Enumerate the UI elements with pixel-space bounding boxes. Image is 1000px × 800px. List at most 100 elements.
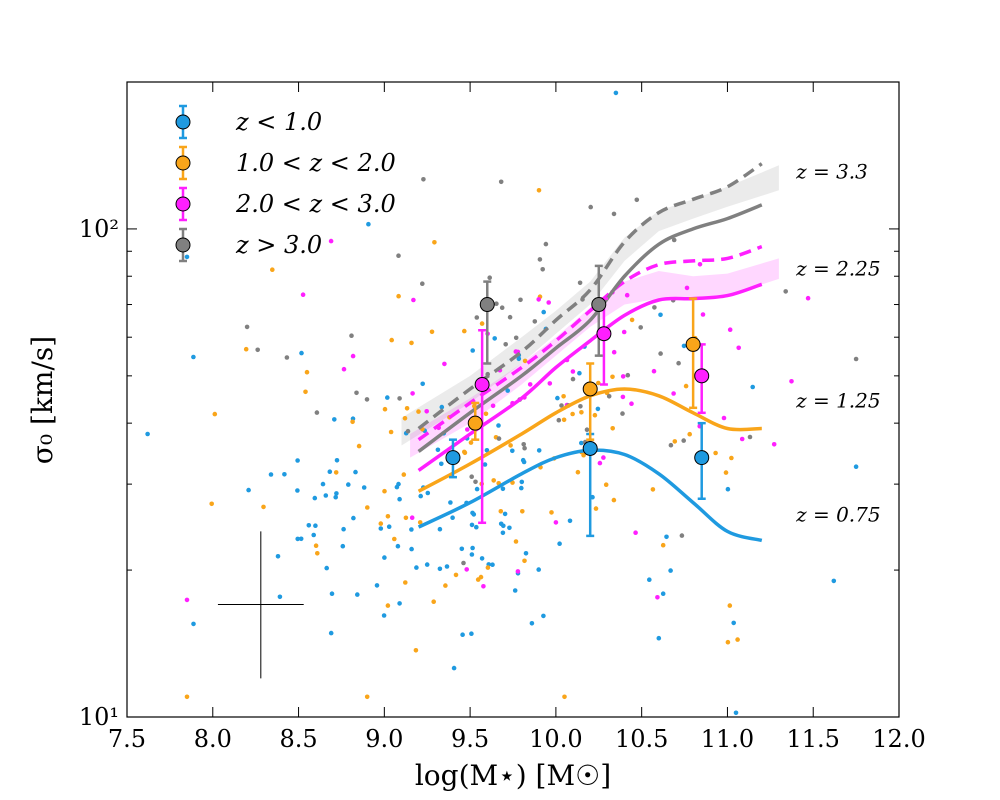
scatter-point [341, 526, 346, 532]
legend-label: 1.0 < z < 2.0 [236, 149, 396, 177]
scatter-point [313, 523, 318, 528]
scatter-point [620, 394, 626, 400]
scatter-point [306, 523, 312, 528]
scatter-point [660, 591, 666, 596]
scatter-point [312, 495, 318, 501]
scatter-point [244, 324, 250, 330]
scatter-point [561, 417, 567, 423]
scatter-point [556, 417, 562, 423]
scatter-point [853, 356, 859, 362]
scatter-point [429, 329, 435, 335]
data-point-series-2 [596, 326, 612, 342]
x-tick-label: 8.0 [194, 725, 232, 753]
scatter-point [409, 527, 414, 532]
shaded-band-0 [410, 258, 779, 458]
x-tick-label: 11.5 [787, 725, 840, 753]
scatter-point [597, 460, 603, 466]
scatter-point [382, 406, 388, 412]
axis-ticks: 7.5 8.0 8.5 9.0 9.5 10.0 10.5 11.0 11.5 12.0 10¹ 10… [79, 81, 926, 753]
scatter-point [439, 404, 445, 410]
scatter-point [295, 488, 300, 493]
scatter-point [462, 328, 467, 334]
scatter-point [442, 361, 447, 367]
scatter-point [736, 345, 741, 351]
x-tick-label: 7.5 [108, 725, 146, 753]
scatter-point [681, 343, 687, 349]
scatter-point [425, 490, 431, 496]
scatter-point [450, 515, 455, 520]
x-tick-label: 12.0 [872, 725, 925, 753]
scatter-point [479, 556, 485, 561]
scatter-point [418, 493, 424, 499]
scatter-point [295, 536, 301, 542]
scatter-point [549, 510, 554, 515]
scatter-point [340, 543, 346, 549]
scatter-point [625, 372, 631, 378]
scatter-point [354, 390, 359, 396]
scatter-point [313, 543, 319, 548]
scatter-point [513, 539, 519, 544]
scatter-point [328, 630, 334, 636]
y-tick-label: 10¹ [79, 703, 119, 731]
scatter-point [314, 410, 320, 415]
scatter-point [502, 511, 508, 517]
scatter-point [546, 300, 551, 305]
data-point-series-0 [445, 450, 461, 466]
scatter-point [831, 578, 837, 584]
scatter-point [727, 327, 733, 333]
scatter-point [365, 505, 370, 510]
scatter-point [366, 221, 371, 227]
scatter-point [284, 355, 290, 360]
scatter-point [356, 443, 362, 449]
scatter-point [603, 482, 609, 488]
scatter-point [521, 442, 526, 447]
scatter-point [537, 257, 543, 262]
scatter-point [629, 317, 635, 323]
scatter-point [725, 486, 731, 492]
scatter-point [473, 479, 478, 485]
scatter-point [516, 356, 522, 362]
scatter-point [334, 491, 339, 496]
scatter-point [261, 504, 266, 510]
scatter-point [410, 391, 415, 396]
scatter-point [409, 515, 415, 520]
scatter-point [382, 555, 387, 560]
scatter-point [439, 461, 444, 467]
scatter-point [540, 267, 545, 272]
scatter-point [405, 428, 411, 434]
scatter-point [578, 404, 583, 409]
x-tick-label: 11.0 [701, 725, 754, 753]
scatter-point [298, 536, 304, 542]
scatter-point [588, 204, 593, 210]
scatter-point [697, 262, 703, 267]
scatter-point [402, 416, 408, 421]
scatter-point [727, 603, 733, 608]
x-tick-label: 9.0 [365, 725, 403, 753]
scatter-point [392, 536, 397, 542]
scatter-point [671, 391, 676, 396]
scatter-point [579, 440, 584, 446]
scatter-point [729, 455, 734, 461]
scatter-point [503, 342, 509, 347]
scatter-point [789, 379, 794, 384]
scatter-point [611, 497, 617, 503]
scatter-point [444, 564, 450, 569]
scatter-point [595, 406, 601, 412]
scatter-point [437, 566, 443, 572]
scatter-point [386, 524, 392, 529]
scatter-point [620, 374, 626, 379]
scatter-point [750, 384, 755, 390]
scatter-point [431, 599, 437, 604]
scatter-point [561, 394, 566, 399]
scatter-point [270, 267, 275, 273]
scatter-point [747, 434, 753, 440]
data-point-series-2 [694, 368, 710, 384]
scatter-point [364, 397, 370, 402]
scatter-point [300, 292, 306, 298]
scatter-point [389, 337, 395, 343]
scatter-point [521, 459, 527, 465]
scatter-point [328, 238, 334, 244]
scatter-point [541, 309, 546, 315]
scatter-point [388, 429, 394, 435]
